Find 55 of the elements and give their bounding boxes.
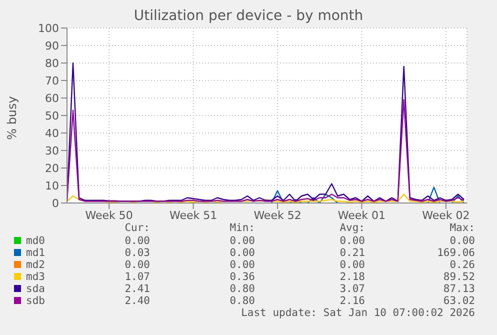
text: 0.00	[340, 259, 365, 271]
y-axis-title: % busy	[5, 96, 20, 140]
legend-label: md0	[26, 235, 45, 247]
y-tick-label: 10	[45, 179, 59, 192]
x-tick-label: Week 50	[85, 208, 133, 222]
text: 0.00	[340, 235, 365, 247]
y-tick-label: 100	[38, 22, 59, 35]
text: 1.07	[124, 271, 150, 283]
text: 0.00	[230, 235, 255, 247]
legend-label: md1	[26, 247, 45, 259]
text: 2.18	[340, 271, 365, 283]
text: 0.36	[230, 271, 255, 283]
x-tick-label: Week 02	[422, 208, 470, 222]
y-tick-label: 70	[45, 74, 59, 88]
text: Avg:	[340, 222, 365, 234]
text: 63.02	[443, 295, 475, 307]
legend-label: sdb	[26, 295, 45, 307]
text: 0.26	[450, 259, 475, 271]
text: 169.06	[437, 247, 475, 259]
text: 0.00	[450, 235, 475, 247]
y-tick-label: 0	[52, 196, 59, 210]
text: 0.00	[124, 259, 150, 271]
text: 3.07	[340, 283, 365, 295]
y-tick-label: 80	[45, 56, 59, 70]
text: 0.80	[230, 295, 255, 307]
text: Last update: Sat Jan 10 07:00:02 2026	[241, 307, 475, 319]
y-tick-label: 20	[45, 162, 59, 175]
legend-label: sda	[26, 283, 45, 295]
text: 2.41	[124, 283, 150, 295]
text: 0.00	[124, 235, 150, 247]
y-tick-label: 40	[45, 126, 59, 140]
y-tick-label: 30	[45, 144, 59, 158]
text: 89.52	[443, 271, 475, 283]
text: 87.13	[443, 283, 475, 295]
line-series	[67, 62, 465, 202]
y-tick-label: 50	[45, 109, 59, 122]
text: 2.16	[340, 295, 365, 307]
text: Cur:	[124, 222, 150, 234]
legend-label: md3	[26, 271, 45, 283]
x-tick-label: Week 52	[254, 208, 302, 222]
text: 2.40	[124, 295, 150, 307]
text: Max:	[450, 222, 475, 234]
text: 0.80	[230, 283, 255, 295]
text: 0.00	[230, 259, 255, 271]
line-series	[67, 99, 465, 202]
text: 0.21	[340, 247, 365, 259]
y-tick-label: 90	[45, 39, 59, 52]
text: 0.03	[124, 247, 150, 259]
text: 0.00	[230, 247, 255, 259]
chart-title: Utilization per device - by month	[134, 8, 364, 24]
legend-label: md2	[26, 259, 45, 271]
x-tick-label: Week 01	[338, 208, 386, 222]
y-tick-label: 60	[45, 92, 59, 105]
text: Min:	[230, 222, 255, 234]
x-tick-label: Week 51	[169, 208, 218, 222]
